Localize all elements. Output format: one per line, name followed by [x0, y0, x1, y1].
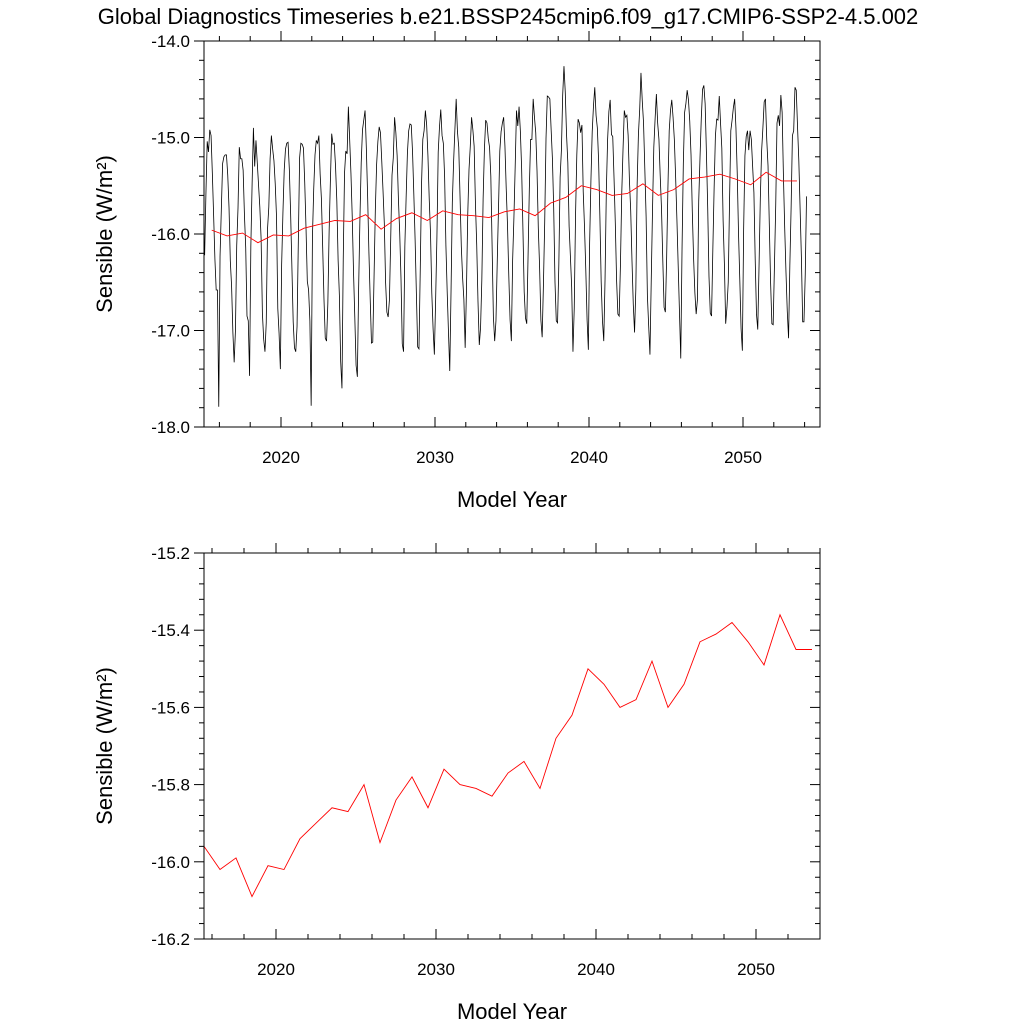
chart-title: Global Diagnostics Timeseries b.e21.BSSP… [98, 4, 919, 29]
top-y-tick-label: -17.0 [151, 322, 190, 341]
top-x-axis-title: Model Year [457, 487, 567, 512]
bottom-x-tick-label: 2020 [257, 960, 295, 979]
top-y-axis-title: Sensible (W/m²) [92, 155, 117, 313]
top-annual-mean-line [211, 171, 797, 244]
bottom-annual-mean-line [204, 613, 812, 898]
top-x-tick-label: 2040 [570, 448, 608, 467]
bottom-panel: 2020 2030 2040 2050 -16.2 -16.0 -15.8 -15.6 -15.… [92, 543, 821, 1024]
top-plot-frame [203, 40, 821, 428]
top-y-tick-label: -18.0 [151, 418, 190, 437]
bottom-plot-frame [203, 552, 821, 940]
bottom-x-axis-title: Model Year [457, 999, 567, 1024]
top-y-tick-label: -14.0 [151, 32, 190, 51]
top-x-tick-label: 2050 [724, 448, 762, 467]
top-x-tick-label: 2030 [416, 448, 454, 467]
bottom-x-tick-label: 2040 [577, 960, 615, 979]
bottom-y-tick-label: -15.6 [151, 698, 190, 717]
bottom-y-axis-title: Sensible (W/m²) [92, 667, 117, 825]
bottom-y-tick-label: -15.2 [151, 544, 190, 563]
top-y-tick-label: -15.0 [151, 129, 190, 148]
bottom-x-tick-label: 2030 [417, 960, 455, 979]
bottom-x-tick-label: 2050 [737, 960, 775, 979]
bottom-y-tick-label: -16.2 [151, 930, 190, 949]
top-panel: 2020 2030 2040 2050 -18.0 -17.0 -16.0 -15.0 -14.… [92, 31, 821, 512]
top-y-tick-label: -16.0 [151, 225, 190, 244]
top-x-tick-label: 2020 [262, 448, 300, 467]
top-monthly-line [204, 66, 807, 407]
bottom-y-tick-label: -15.8 [151, 776, 190, 795]
bottom-y-tick-label: -16.0 [151, 853, 190, 872]
bottom-y-tick-label: -15.4 [151, 621, 190, 640]
